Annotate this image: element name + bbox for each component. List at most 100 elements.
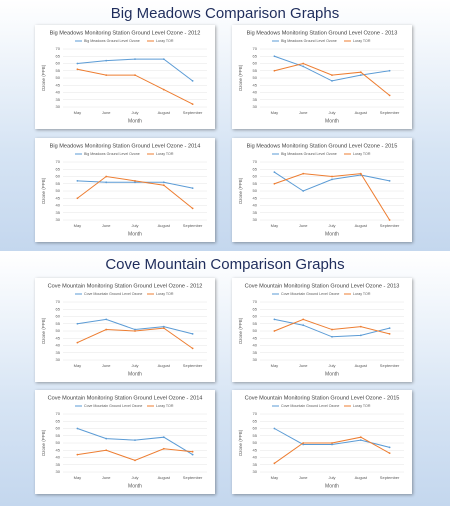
series-line — [77, 428, 193, 456]
data-point — [273, 171, 276, 174]
data-point — [105, 437, 108, 440]
y-tick-label: 45 — [56, 335, 61, 340]
chart: Big Meadows Monitoring Station Ground Le… — [41, 143, 207, 237]
data-point — [331, 328, 333, 331]
x-tick-label: August — [355, 110, 368, 115]
data-point — [388, 179, 391, 182]
x-axis-label: Month — [325, 371, 339, 377]
data-point — [162, 327, 165, 329]
x-tick-label: September — [380, 110, 400, 115]
x-tick-label: June — [299, 475, 308, 480]
data-point — [134, 58, 136, 61]
chart-title: Big Meadows Monitoring Station Ground Le… — [50, 30, 201, 36]
data-point — [359, 74, 362, 76]
data-point — [105, 74, 108, 76]
chart-title: Big Meadows Monitoring Station Ground Le… — [247, 30, 398, 36]
legend-label: Big Meadows Ground Level Ozone — [281, 39, 337, 43]
x-tick-label: June — [299, 110, 308, 115]
y-tick-label: 55 — [56, 181, 61, 186]
data-point — [302, 62, 305, 65]
y-tick-label: 65 — [253, 53, 258, 58]
legend-label: Cove Mountain Ground Level Ozone — [84, 404, 142, 408]
data-point — [359, 334, 362, 337]
data-point — [191, 187, 194, 189]
chart: Big Meadows Monitoring Station Ground Le… — [238, 30, 404, 124]
chart-card: Big Meadows Monitoring Station Ground Le… — [232, 138, 412, 242]
y-tick-label: 65 — [56, 166, 61, 171]
x-tick-label: June — [102, 110, 111, 115]
data-point — [76, 341, 79, 344]
y-tick-label: 40 — [56, 90, 61, 95]
x-tick-label: June — [102, 223, 111, 228]
data-point — [273, 182, 276, 185]
data-point — [105, 449, 108, 452]
y-axis-label: Ozone (PPB) — [238, 64, 243, 91]
y-tick-label: 70 — [56, 299, 61, 304]
x-tick-label: September — [380, 363, 400, 368]
data-point — [302, 172, 305, 175]
data-point — [105, 318, 108, 321]
data-point — [162, 447, 165, 450]
legend-label: Cove Mountain Ground Level Ozone — [84, 292, 142, 296]
y-tick-label: 45 — [56, 82, 61, 87]
legend-label: Luray TOR — [156, 404, 174, 408]
data-point — [105, 328, 108, 331]
x-tick-label: July — [131, 475, 138, 480]
data-point — [302, 324, 305, 327]
data-point — [134, 181, 136, 184]
chart: Cove Mountain Monitoring Station Ground … — [41, 283, 207, 377]
data-point — [76, 68, 79, 71]
data-point — [331, 175, 333, 178]
y-tick-label: 35 — [253, 210, 258, 215]
section-heading: Big Meadows Comparison Graphs — [110, 5, 340, 22]
y-tick-label: 40 — [253, 343, 258, 348]
y-tick-label: 70 — [253, 46, 258, 51]
x-tick-label: July — [328, 110, 335, 115]
legend-label: Luray TOR — [156, 152, 174, 156]
y-axis-label: Ozone (PPB) — [238, 177, 243, 204]
y-axis-label: Ozone (PPB) — [238, 429, 243, 456]
y-tick-label: 50 — [56, 328, 61, 333]
x-tick-label: May — [271, 223, 279, 228]
y-tick-label: 50 — [253, 440, 258, 445]
x-tick-label: May — [271, 363, 279, 368]
y-tick-label: 70 — [56, 159, 61, 164]
series-line — [77, 58, 193, 82]
y-tick-label: 55 — [56, 68, 61, 73]
y-tick-label: 65 — [253, 418, 258, 423]
data-point — [76, 197, 79, 200]
x-axis-label: Month — [128, 483, 142, 489]
x-tick-label: July — [131, 363, 138, 368]
y-tick-label: 40 — [253, 203, 258, 208]
x-tick-label: July — [131, 223, 138, 228]
x-axis-label: Month — [128, 118, 142, 124]
x-tick-label: August — [355, 223, 368, 228]
series-line — [77, 448, 193, 461]
y-tick-label: 35 — [56, 462, 61, 467]
data-point — [273, 55, 276, 58]
data-point — [331, 74, 333, 76]
data-point — [191, 347, 194, 350]
x-tick-label: May — [271, 475, 279, 480]
y-tick-label: 70 — [253, 411, 258, 416]
data-point — [273, 318, 276, 321]
y-tick-label: 60 — [56, 314, 61, 319]
y-tick-label: 40 — [253, 90, 258, 95]
data-point — [162, 88, 165, 91]
y-tick-label: 55 — [253, 68, 258, 73]
data-point — [191, 80, 194, 82]
chart: Big Meadows Monitoring Station Ground Le… — [238, 143, 404, 237]
y-tick-label: 60 — [253, 426, 258, 431]
y-tick-label: 65 — [253, 166, 258, 171]
y-tick-label: 45 — [253, 195, 258, 200]
y-tick-label: 50 — [56, 440, 61, 445]
chart-card: Cove Mountain Monitoring Station Ground … — [232, 278, 412, 382]
x-tick-label: September — [183, 223, 203, 228]
y-tick-label: 45 — [253, 82, 258, 87]
y-tick-label: 55 — [253, 321, 258, 326]
y-tick-label: 30 — [56, 217, 61, 222]
y-tick-label: 30 — [253, 469, 258, 474]
data-point — [331, 443, 333, 446]
data-point — [388, 219, 391, 221]
